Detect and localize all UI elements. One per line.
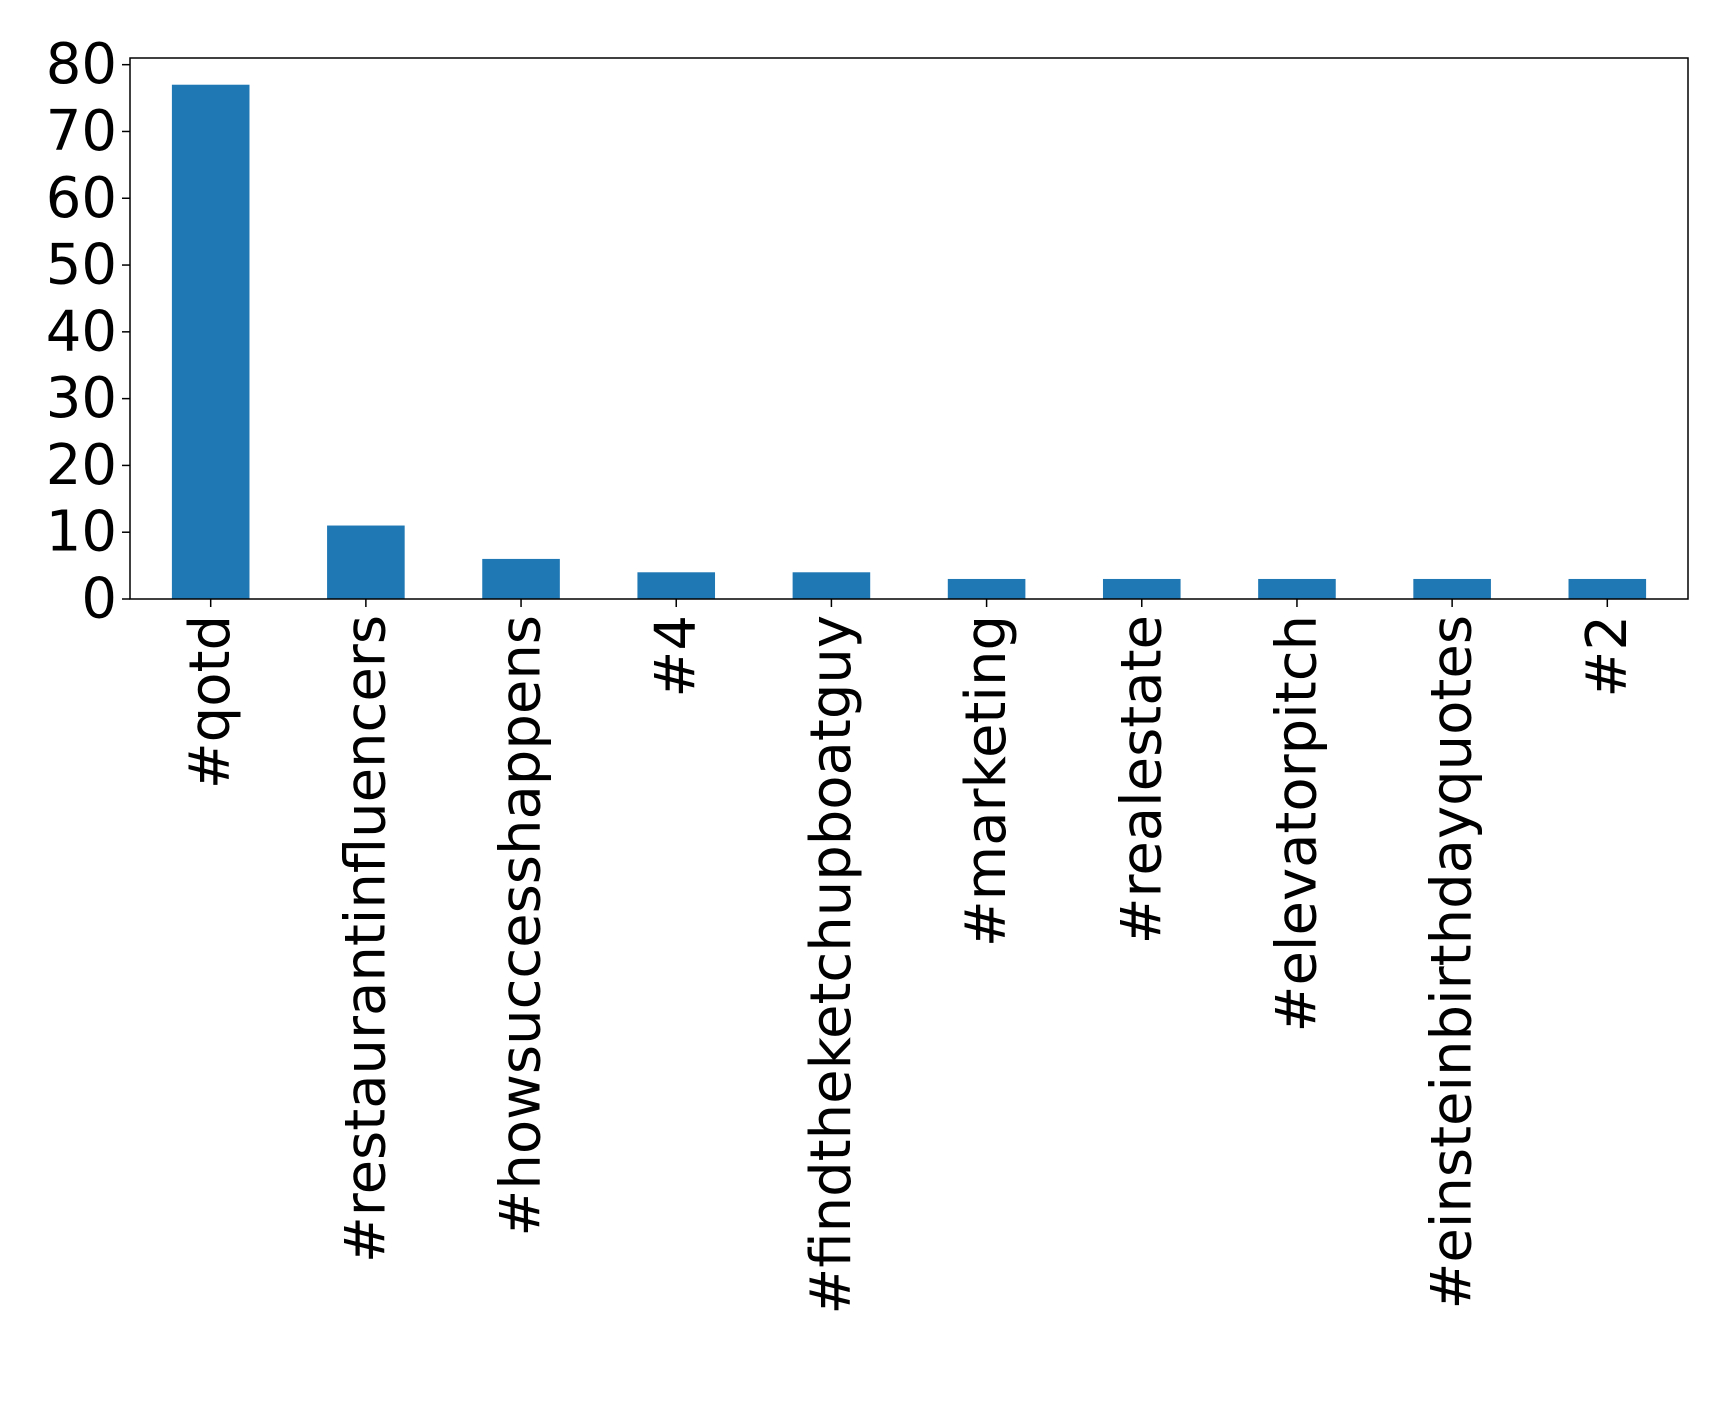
y-tick-label: 20: [46, 433, 117, 498]
bar: [482, 558, 560, 599]
y-tick-label: 40: [46, 299, 117, 364]
x-tick-label: #einsteinbirthdayquotes: [1420, 615, 1485, 1310]
bar: [792, 572, 871, 599]
bar: [1102, 578, 1181, 599]
y-tick-label: 50: [46, 233, 117, 298]
bar: [171, 84, 250, 599]
bar: [1413, 578, 1491, 599]
bar: [327, 525, 405, 599]
bar-group: [171, 84, 1647, 599]
x-axis: #qotd #restaurantinfluencers #howsuccessha…: [178, 599, 1640, 1315]
x-tick-label: #restaurantinfluencers: [333, 615, 398, 1263]
x-tick-label: #2: [1575, 615, 1640, 698]
y-tick-label: 30: [46, 366, 117, 431]
x-tick-label: #qotd: [178, 615, 243, 789]
plot-frame: [129, 57, 1689, 600]
x-tick-label: #findtheketchupboatguy: [799, 615, 864, 1315]
bar: [947, 578, 1026, 599]
x-tick-label: #elevatorpitch: [1264, 615, 1329, 1032]
y-tick-label: 60: [46, 166, 117, 231]
bar: [1258, 578, 1336, 599]
x-tick-label: #marketing: [954, 615, 1019, 947]
y-tick-label: 80: [46, 32, 117, 97]
y-tick-label: 70: [46, 99, 117, 164]
x-tick-label: #realestate: [1109, 615, 1174, 944]
x-tick-label: #howsuccesshappens: [489, 615, 554, 1237]
bar: [1568, 578, 1647, 599]
y-tick-label: 10: [46, 500, 117, 565]
bar: [637, 572, 716, 599]
x-tick-label: #4: [644, 615, 709, 698]
y-tick-label: 0: [81, 567, 117, 632]
